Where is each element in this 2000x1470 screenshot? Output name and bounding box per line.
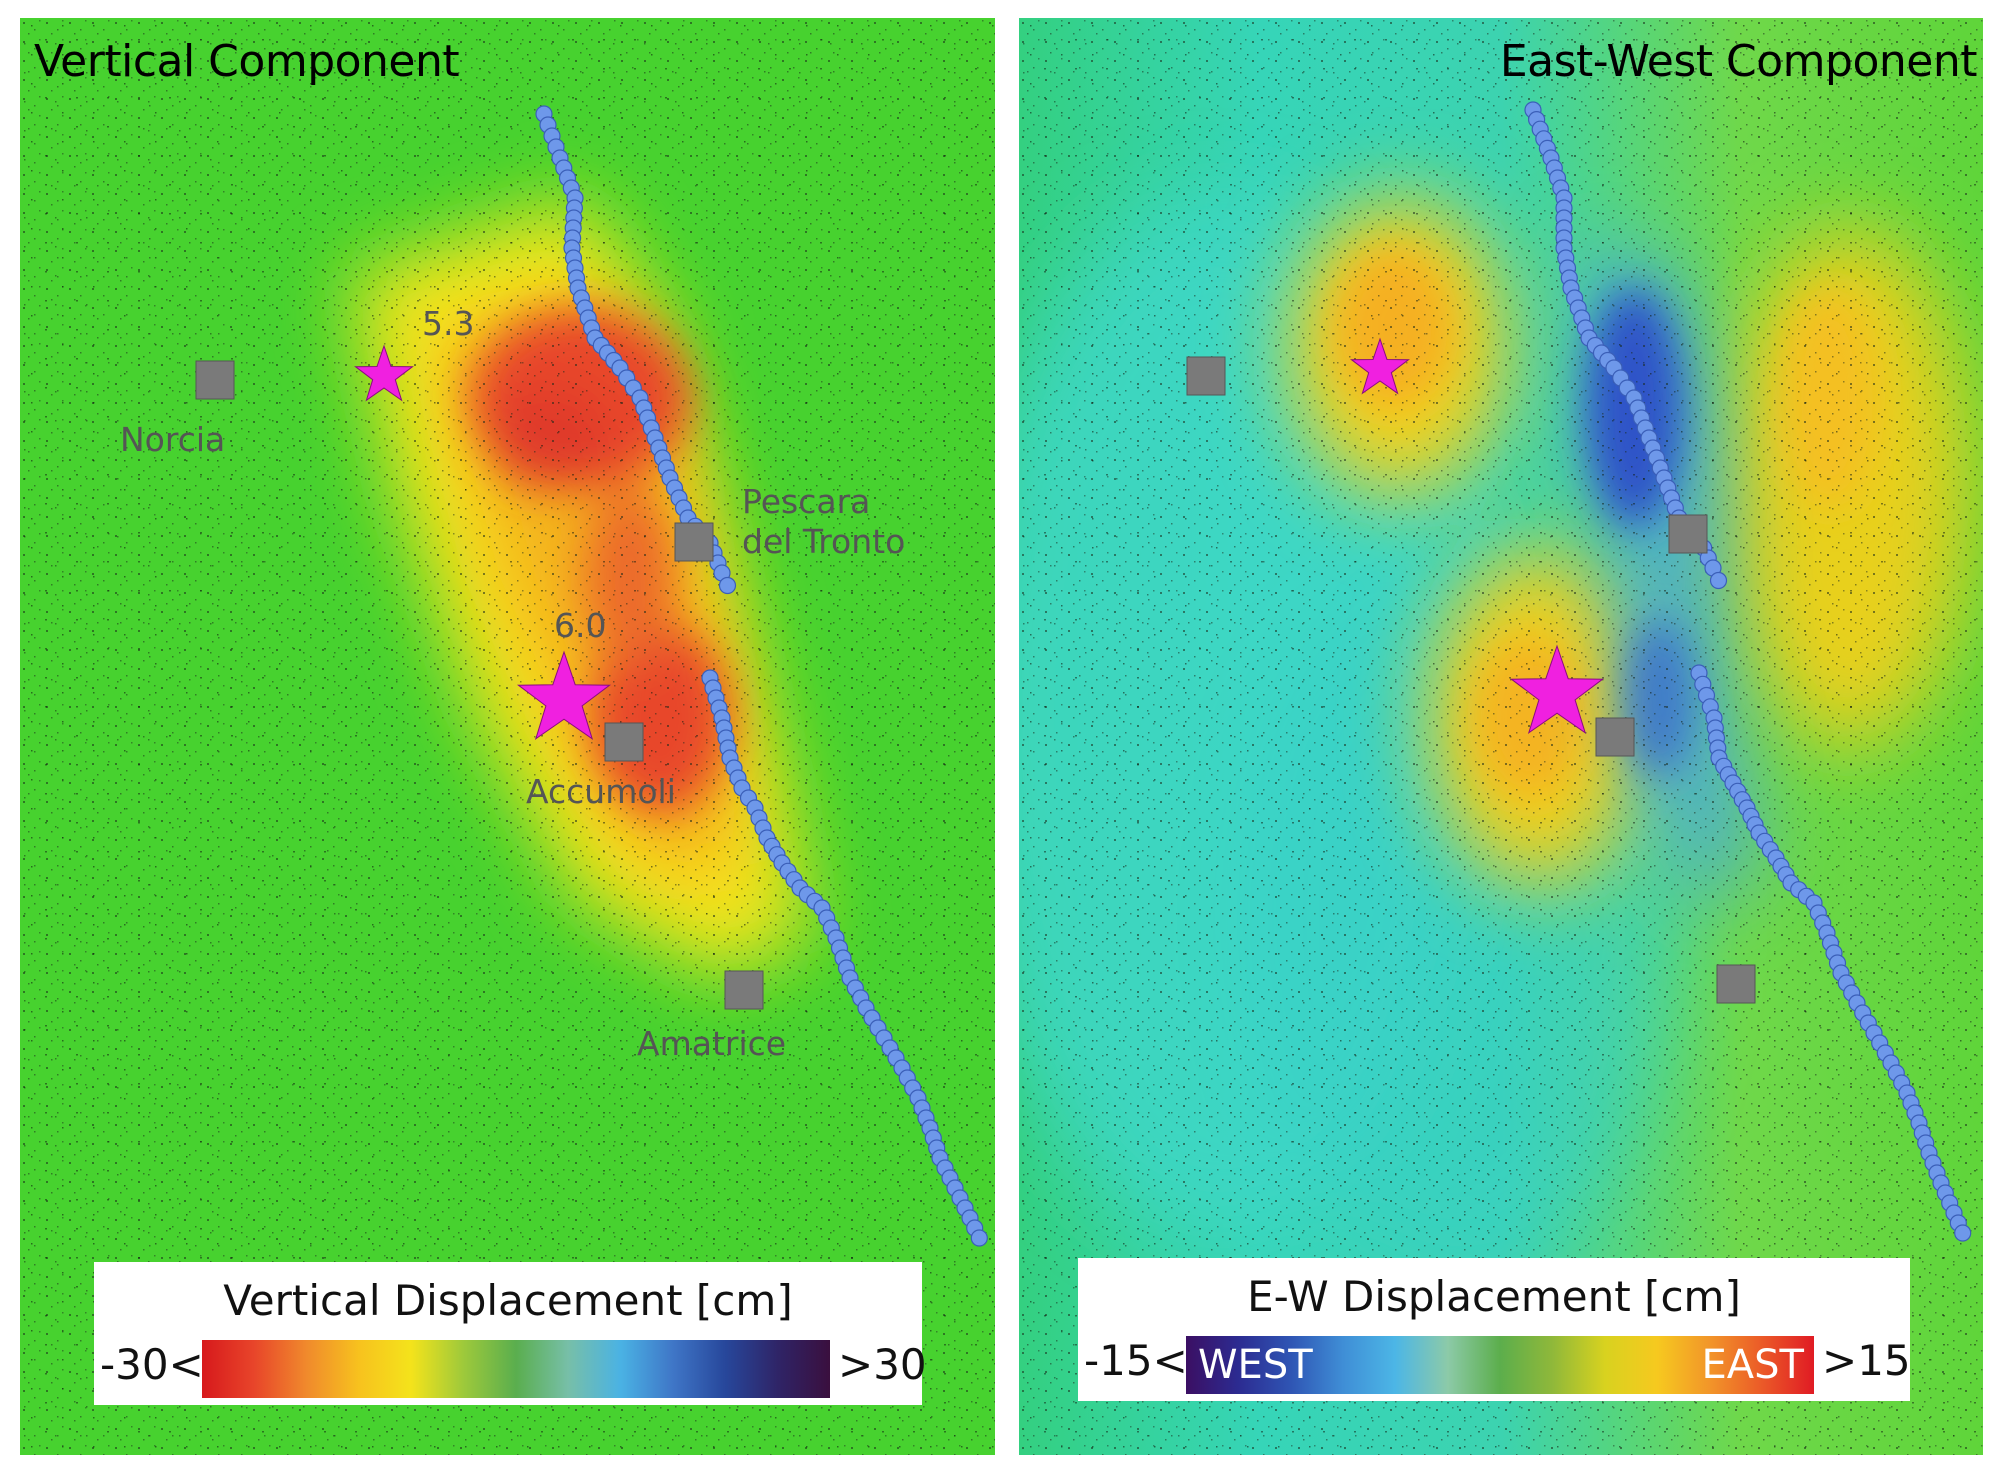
magnitude-label: 6.0 <box>554 606 607 645</box>
town-label-norcia: Norcia <box>120 420 226 459</box>
colorbar: WEST EAST <box>1186 1336 1814 1394</box>
legend-title: Vertical Displacement [cm] <box>223 1276 793 1325</box>
map-overlay <box>195 105 988 1247</box>
map-overlay <box>1186 101 1972 1242</box>
east-west-component-map: East-West Component E-W Displacement [cm… <box>1019 18 1983 1455</box>
large-star-icon <box>516 650 612 741</box>
amatrice-square-marker-icon <box>724 970 764 1010</box>
fault-dot-icon <box>718 576 737 595</box>
fault-trace <box>1524 101 1972 1242</box>
legend-min-label: -15< <box>1084 1336 1188 1385</box>
fault-dot-icon <box>970 1229 988 1247</box>
accumoli-square-marker-icon <box>604 722 644 762</box>
pescara-square-marker-icon <box>674 522 714 562</box>
norcia-square-marker-icon <box>1186 356 1226 396</box>
pescara-square-marker-icon <box>1668 514 1708 554</box>
town-label-amatrice: Amatrice <box>637 1024 787 1063</box>
amatrice-square-marker-icon <box>1716 964 1756 1004</box>
legend-max-label: >15 <box>1822 1336 1911 1385</box>
east-west-displacement-field <box>1019 18 1983 1455</box>
colorbar <box>202 1340 830 1398</box>
town-label-accumoli: Accumoli <box>526 772 676 811</box>
small-star-icon <box>354 344 414 402</box>
norcia-square-marker-icon <box>195 360 235 400</box>
town-label-pescara: Pescara del Tronto <box>742 482 906 561</box>
fault-dot-icon <box>1709 571 1728 590</box>
vertical-displacement-field <box>20 18 995 1455</box>
large-star-icon <box>1509 644 1605 735</box>
fault-trace <box>535 105 988 1247</box>
west-label: WEST <box>1198 1342 1313 1388</box>
fault-dot-icon <box>1954 1224 1972 1242</box>
legend-max-label: >30 <box>838 1340 927 1389</box>
legend-min-label: -30< <box>100 1340 204 1389</box>
legend: Vertical Displacement [cm] -30< >30 <box>94 1262 927 1405</box>
vertical-component-map: Vertical Component 5.3 6.0 Norcia Pescar… <box>20 18 995 1455</box>
legend-title: E-W Displacement [cm] <box>1247 1272 1741 1321</box>
panel-title: East-West Component <box>1499 36 1978 87</box>
magnitude-label: 5.3 <box>422 304 475 343</box>
east-label: EAST <box>1701 1342 1804 1388</box>
accumoli-square-marker-icon <box>1595 717 1635 757</box>
small-star-icon <box>1350 337 1410 395</box>
legend: E-W Displacement [cm] -15< WEST EAST >15 <box>1078 1258 1911 1401</box>
panel-title: Vertical Component <box>34 36 460 87</box>
